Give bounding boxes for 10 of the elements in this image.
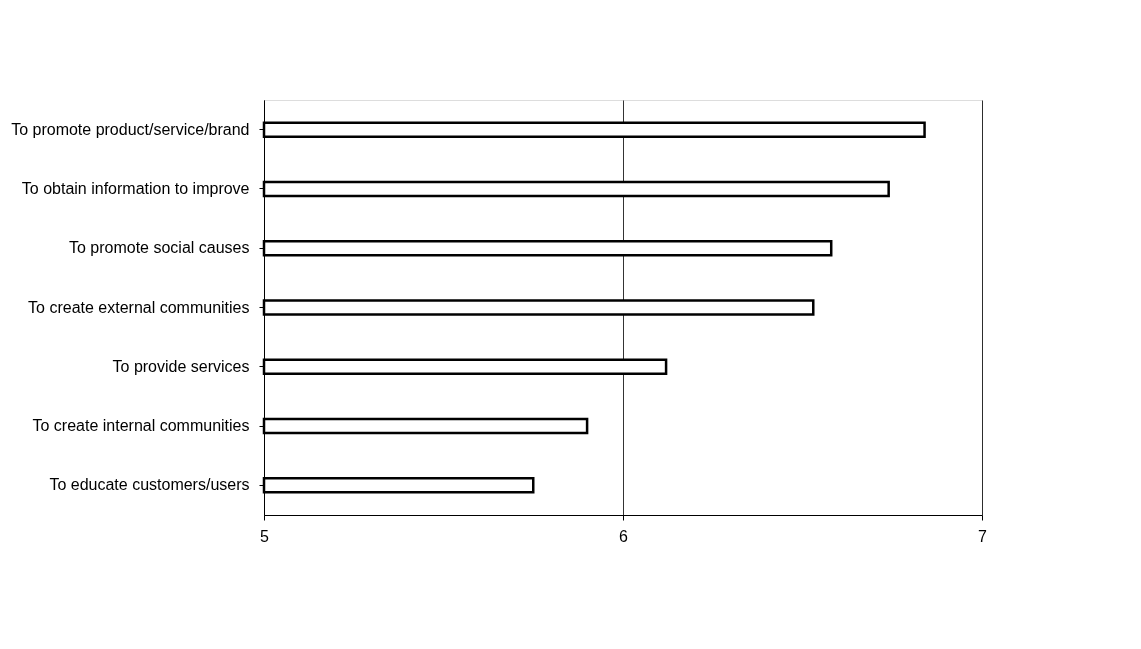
y-tick-label: To obtain information to improve <box>21 179 250 197</box>
x-tick-label: 5 <box>260 527 270 545</box>
y-tick-label: To educate customers/users <box>49 476 250 494</box>
x-tick-label: 7 <box>978 527 988 545</box>
y-tick-label: To create external communities <box>28 298 250 316</box>
x-tick-label: 6 <box>619 527 629 545</box>
y-tick-label: To provide services <box>112 357 250 375</box>
y-tick-label: To promote product/service/brand <box>11 120 250 138</box>
y-tick-label: To promote social causes <box>68 239 250 257</box>
y-tick-label: To create internal communities <box>32 417 250 435</box>
